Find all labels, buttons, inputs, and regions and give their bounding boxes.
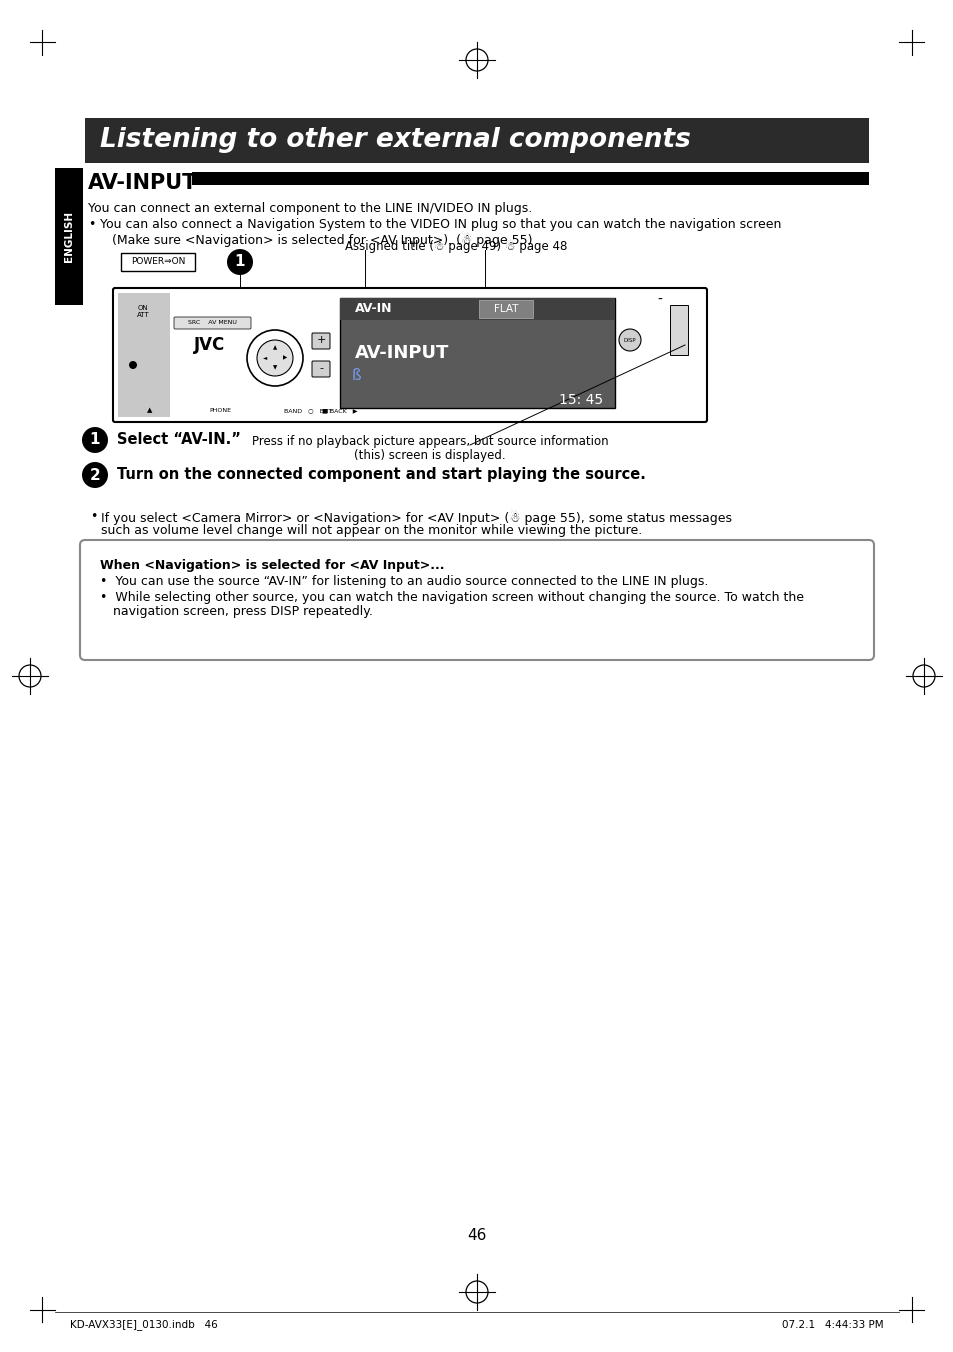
Text: •: • <box>88 218 95 231</box>
Text: (this) screen is displayed.: (this) screen is displayed. <box>354 449 505 462</box>
Text: AV-IN: AV-IN <box>355 303 392 315</box>
FancyBboxPatch shape <box>121 253 194 270</box>
Circle shape <box>82 427 108 453</box>
Text: -: - <box>657 293 661 307</box>
FancyBboxPatch shape <box>173 316 251 329</box>
Text: 15: 45: 15: 45 <box>558 393 602 407</box>
Bar <box>669 306 687 356</box>
Text: 1: 1 <box>234 254 245 269</box>
FancyBboxPatch shape <box>478 300 533 318</box>
Text: ☃ page 48: ☃ page 48 <box>504 239 567 253</box>
Text: FLAT: FLAT <box>494 304 517 314</box>
Text: Assigned title (☃ page 49): Assigned title (☃ page 49) <box>345 239 500 253</box>
Circle shape <box>129 361 137 369</box>
Text: 1: 1 <box>90 433 100 448</box>
Text: 46: 46 <box>467 1228 486 1242</box>
Circle shape <box>227 249 253 274</box>
Text: (Make sure <Navigation> is selected for <AV Input>). (☃ page 55): (Make sure <Navigation> is selected for … <box>112 233 532 247</box>
Text: Turn on the connected component and start playing the source.: Turn on the connected component and star… <box>117 468 645 483</box>
FancyBboxPatch shape <box>312 361 330 377</box>
Text: Select “AV-IN.”: Select “AV-IN.” <box>117 433 240 448</box>
Text: POWER⇒ON: POWER⇒ON <box>131 257 185 266</box>
Text: AV-INPUT: AV-INPUT <box>355 343 449 362</box>
Circle shape <box>82 462 108 488</box>
Text: ▼: ▼ <box>273 365 276 370</box>
Text: 2: 2 <box>90 468 100 483</box>
Text: PHONE: PHONE <box>209 408 231 412</box>
Text: ▲: ▲ <box>273 346 276 350</box>
Text: JVC: JVC <box>194 337 226 354</box>
FancyBboxPatch shape <box>80 539 873 660</box>
Text: ◄: ◄ <box>263 356 267 361</box>
FancyBboxPatch shape <box>312 333 330 349</box>
Bar <box>339 297 615 408</box>
Text: Press if no playback picture appears, but source information: Press if no playback picture appears, bu… <box>252 435 608 448</box>
Text: KD-AVX33[E]_0130.indb   46: KD-AVX33[E]_0130.indb 46 <box>70 1320 217 1330</box>
Text: ■ BACK   ▶: ■ BACK ▶ <box>322 408 357 412</box>
Text: ENGLISH: ENGLISH <box>64 211 74 261</box>
Text: ▶: ▶ <box>283 356 287 361</box>
Text: Listening to other external components: Listening to other external components <box>100 127 690 153</box>
Bar <box>85 118 868 164</box>
Text: AV-INPUT: AV-INPUT <box>88 173 197 193</box>
Text: ON
ATT: ON ATT <box>136 306 150 318</box>
FancyBboxPatch shape <box>112 288 706 422</box>
Text: ▲: ▲ <box>147 407 152 412</box>
Circle shape <box>618 329 640 352</box>
Text: You can also connect a Navigation System to the VIDEO IN plug so that you can wa: You can also connect a Navigation System… <box>100 218 781 231</box>
Text: navigation screen, press DISP repeatedly.: navigation screen, press DISP repeatedly… <box>112 604 373 618</box>
Text: •: • <box>90 510 97 523</box>
Bar <box>118 293 170 416</box>
Text: DISP: DISP <box>623 338 636 342</box>
Text: BAND   ○   ENT: BAND ○ ENT <box>284 408 332 412</box>
Text: SRC    AV MENU: SRC AV MENU <box>188 320 236 326</box>
Circle shape <box>256 339 293 376</box>
Text: -: - <box>318 362 323 373</box>
Bar <box>192 172 868 185</box>
Bar <box>339 297 615 320</box>
Text: ß: ß <box>352 369 361 384</box>
Circle shape <box>247 330 303 387</box>
Text: 07.2.1   4:44:33 PM: 07.2.1 4:44:33 PM <box>781 1320 883 1330</box>
Text: •  While selecting other source, you can watch the navigation screen without cha: • While selecting other source, you can … <box>100 591 803 604</box>
Text: If you select <Camera Mirror> or <Navigation> for <AV Input> (☃ page 55), some s: If you select <Camera Mirror> or <Naviga… <box>101 510 731 526</box>
Text: such as volume level change will not appear on the monitor while viewing the pic: such as volume level change will not app… <box>101 525 641 537</box>
Text: You can connect an external component to the LINE IN/VIDEO IN plugs.: You can connect an external component to… <box>88 201 532 215</box>
Text: +: + <box>316 335 325 345</box>
Bar <box>55 168 83 306</box>
Text: When <Navigation> is selected for <AV Input>...: When <Navigation> is selected for <AV In… <box>100 558 444 572</box>
Text: •  You can use the source “AV-IN” for listening to an audio source connected to : • You can use the source “AV-IN” for lis… <box>100 575 708 588</box>
